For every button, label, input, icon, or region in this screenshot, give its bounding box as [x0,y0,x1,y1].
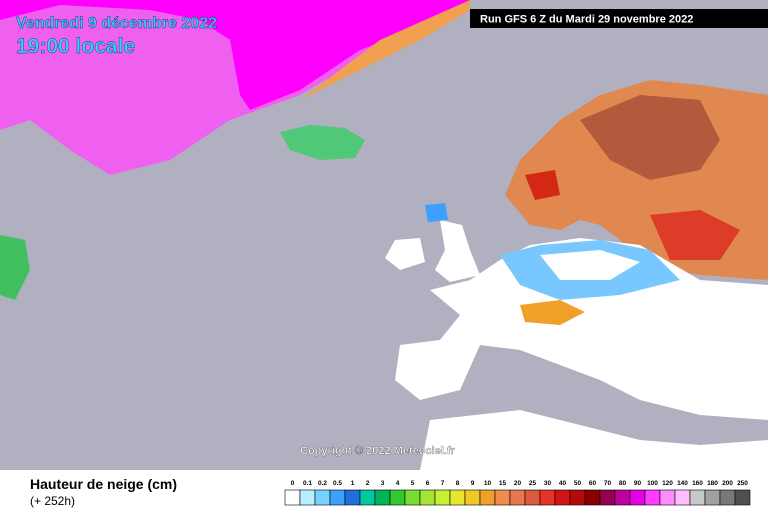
legend-swatch [284,489,301,506]
legend-swatch [509,489,526,506]
legend-value: 5 [411,480,415,487]
legend-swatch [419,489,436,506]
legend-swatch [569,489,586,506]
legend-value: 8 [456,480,460,487]
snow-heavy-norway [525,170,560,200]
great-britain [435,220,480,282]
run-label: Run GFS 6 Z du Mardi 29 novembre 2022 [480,14,693,26]
legend-swatch [719,489,736,506]
iceland [280,125,365,160]
legend-swatch [389,489,406,506]
legend-value: 1 [351,480,355,487]
legend-swatch [644,489,661,506]
legend-swatch [479,489,496,506]
legend-value: 100 [647,480,658,487]
legend-value: 140 [677,480,688,487]
legend-value: 2 [366,480,370,487]
ireland [385,238,425,270]
legend-value: 20 [514,480,522,487]
legend-value: 0.2 [318,480,327,487]
legend-swatch [599,489,616,506]
legend-value: 40 [559,480,567,487]
legend-swatch [359,489,376,506]
north-africa [420,410,768,470]
legend-value: 6 [426,480,430,487]
time-label: 19:00 locale [16,35,135,58]
legend-swatch [674,489,691,506]
legend-value: 250 [737,480,748,487]
legend-swatch [734,489,751,506]
legend-value: 9 [471,480,475,487]
legend-value: 3 [381,480,385,487]
greenland-core [0,0,470,110]
legend-value: 90 [634,480,642,487]
legend-value: 50 [574,480,582,487]
date-label: Vendredi 9 décembre 2022 [16,15,217,32]
legend-swatch [554,489,571,506]
europe-land [395,238,768,420]
legend-value: 70 [604,480,612,487]
legend-swatch [689,489,706,506]
legend-swatch [629,489,646,506]
legend-value: 80 [619,480,627,487]
legend-swatch [494,489,511,506]
legend-scale: 0 0.1 0.2 0.5 1 2 3 4 5 6 7 8 9 10 15 20 25 30 40 50 60 70 80 9… [284,480,751,506]
scotland-snow [425,203,448,222]
legend-title: Hauteur de neige (cm) [30,476,177,492]
copyright: Copyright © 2022 Meteociel.fr [300,445,456,457]
legend-swatch [374,489,391,506]
legend-value: 10 [484,480,492,487]
legend-value: 180 [707,480,718,487]
legend-value: 15 [499,480,507,487]
legend-value: 7 [441,480,445,487]
legend-value: 60 [589,480,597,487]
labrador [0,235,30,300]
legend-value: 160 [692,480,703,487]
legend-swatch [539,489,556,506]
legend-swatch [434,489,451,506]
legend-subtitle: (+ 252h) [30,494,75,508]
legend-swatch [659,489,676,506]
legend-swatch [614,489,631,506]
central-gap [540,250,640,280]
legend-swatch [404,489,421,506]
greenland-coast [300,0,470,100]
legend-swatch [524,489,541,506]
run-box [470,9,768,28]
legend-value: 25 [529,480,537,487]
legend-value: 0.5 [333,480,342,487]
legend-swatch [329,489,346,506]
snow-heavy-north [580,95,720,180]
legend-value: 0.1 [303,480,312,487]
legend-swatch [314,489,331,506]
snow-heavy-east [650,210,740,260]
legend-swatch [584,489,601,506]
legend-swatch [464,489,481,506]
legend-swatch [704,489,721,506]
legend-value: 0 [291,480,295,487]
alps [520,300,585,325]
legend-swatch [344,489,361,506]
legend-value: 30 [544,480,552,487]
legend-value: 200 [722,480,733,487]
legend-swatch [299,489,316,506]
legend-swatch [449,489,466,506]
legend-value: 120 [662,480,673,487]
legend-value: 4 [396,480,400,487]
